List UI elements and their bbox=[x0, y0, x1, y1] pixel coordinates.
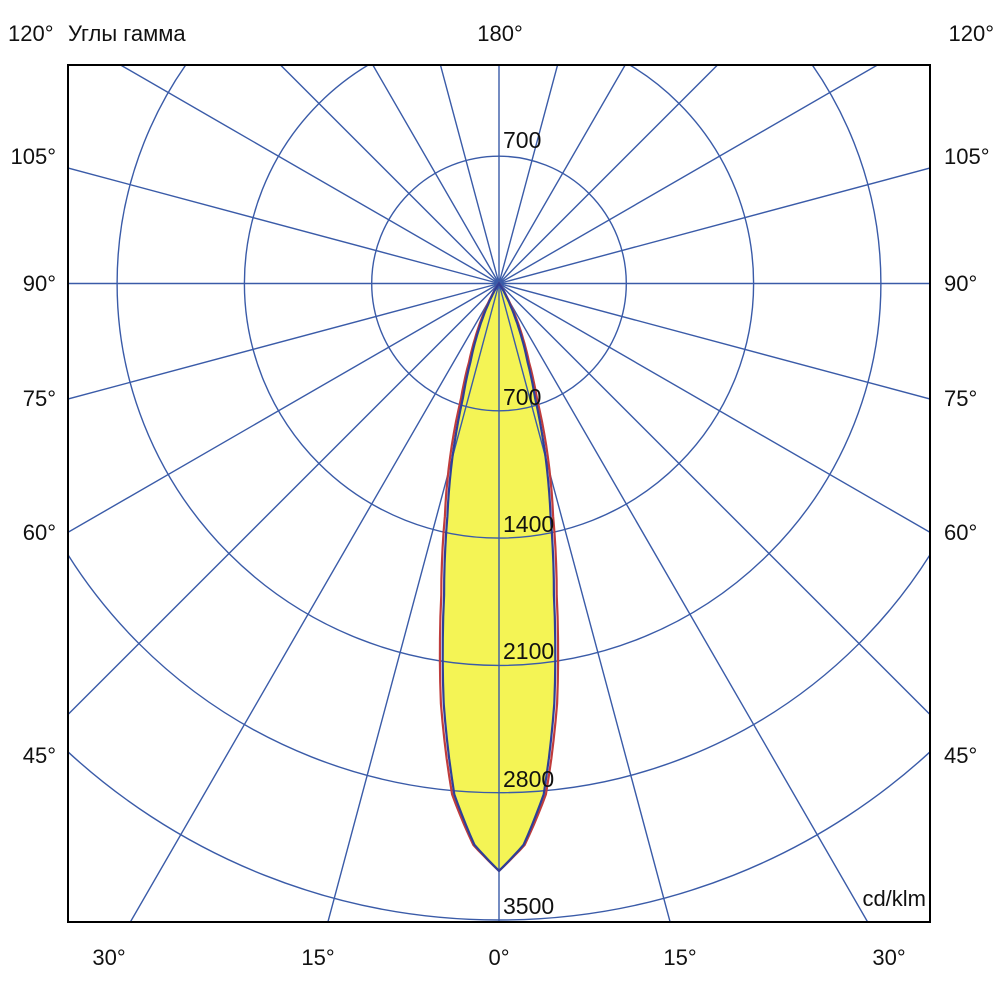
ring-label-top-700: 700 bbox=[503, 127, 541, 153]
grid-ray-75 bbox=[498, 282, 930, 400]
grid-ring-3500 bbox=[68, 750, 930, 921]
top-right-angle-label: 120° bbox=[948, 21, 994, 46]
chart-labels: 700 1400 2100 2800 3500 700 105° 90° 75° 60° 45° 10… bbox=[10, 127, 989, 970]
left-angle-label-45: 45° bbox=[23, 743, 56, 768]
ring-label-1400: 1400 bbox=[503, 511, 554, 537]
grid-ray-225 bbox=[279, 65, 500, 284]
grid-ring-700 bbox=[371, 155, 628, 412]
bottom-angle-label-2: 0° bbox=[488, 945, 509, 970]
bottom-angle-label-0: 30° bbox=[92, 945, 125, 970]
ring-label-700: 700 bbox=[503, 384, 541, 410]
top-left-angle-label: 120° bbox=[8, 21, 54, 46]
grid-ray-120 bbox=[498, 65, 879, 285]
chart-title: Углы гамма bbox=[68, 21, 186, 46]
grid-ray-255 bbox=[68, 167, 500, 285]
plot-border bbox=[67, 64, 931, 923]
grid-ring-1400 bbox=[243, 65, 755, 539]
grid-ray-165 bbox=[498, 65, 559, 284]
grid-ray-45 bbox=[498, 283, 930, 716]
right-angle-label-105: 105° bbox=[944, 144, 990, 169]
left-angle-label-105: 105° bbox=[10, 144, 56, 169]
grid-ray-150 bbox=[498, 65, 626, 284]
grid-ray-195 bbox=[439, 65, 500, 284]
ring-label-3500: 3500 bbox=[503, 893, 554, 919]
ring-label-2100: 2100 bbox=[503, 638, 554, 664]
grid-ring-2800 bbox=[68, 553, 930, 794]
bottom-angle-label-4: 30° bbox=[872, 945, 905, 970]
grid-ray-345 bbox=[327, 283, 500, 922]
grid-ray-135 bbox=[498, 65, 719, 284]
right-angle-label-75: 75° bbox=[944, 386, 977, 411]
beam-curve-blue bbox=[441, 281, 557, 873]
left-angle-label-60: 60° bbox=[23, 520, 56, 545]
right-angle-label-90: 90° bbox=[944, 271, 977, 296]
unit-label: cd/klm bbox=[862, 886, 926, 911]
grid-ray-330 bbox=[129, 283, 500, 922]
grid-ray-285 bbox=[68, 282, 500, 400]
grid-ray-60 bbox=[498, 282, 930, 534]
grid-ray-105 bbox=[498, 167, 930, 285]
right-angle-label-60: 60° bbox=[944, 520, 977, 545]
grid-ray-240 bbox=[119, 65, 500, 285]
grid-ray-15 bbox=[498, 283, 671, 922]
grid-ray-210 bbox=[372, 65, 500, 284]
bottom-angle-label-3: 15° bbox=[663, 945, 696, 970]
right-angle-label-45: 45° bbox=[944, 743, 977, 768]
ring-label-2800: 2800 bbox=[503, 766, 554, 792]
grid-ray-300 bbox=[68, 282, 500, 534]
grid-ring-2100 bbox=[116, 65, 882, 666]
left-angle-label-90: 90° bbox=[23, 271, 56, 296]
grid-ray-315 bbox=[68, 283, 500, 716]
grid-ray-30 bbox=[498, 283, 869, 922]
bottom-angle-label-1: 15° bbox=[301, 945, 334, 970]
top-center-angle-label: 180° bbox=[477, 21, 523, 46]
left-angle-label-75: 75° bbox=[23, 386, 56, 411]
